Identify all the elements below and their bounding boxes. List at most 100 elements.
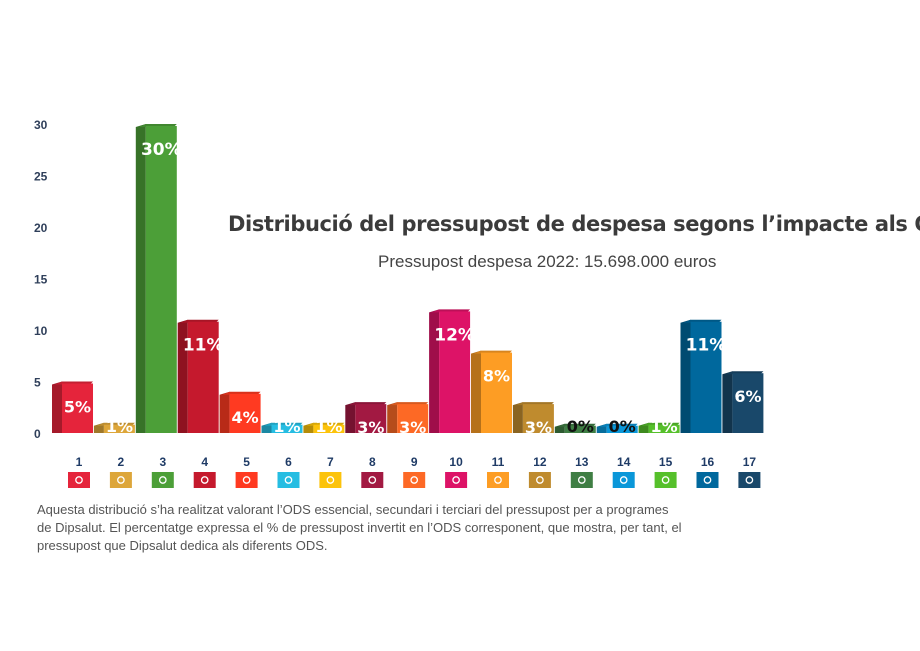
icon-glyph bbox=[242, 476, 251, 484]
bar-side bbox=[345, 402, 356, 433]
industry-innovation-icon bbox=[403, 472, 426, 488]
icon-glyph bbox=[410, 476, 419, 484]
x-tick-label: 7 bbox=[327, 455, 334, 469]
chart-subtitle: Pressupost despesa 2022: 15.698.000 euro… bbox=[378, 252, 717, 271]
icon-glyph bbox=[494, 476, 502, 484]
icon-glyph bbox=[661, 476, 670, 484]
bar bbox=[62, 383, 93, 433]
chart-title: Distribució del pressupost de despesa se… bbox=[228, 212, 920, 236]
gender-equality-icon bbox=[235, 472, 258, 488]
bar-side bbox=[471, 350, 481, 433]
bar-side bbox=[722, 371, 733, 433]
y-tick-label: 15 bbox=[34, 273, 48, 287]
bar-side bbox=[52, 381, 62, 433]
icon-glyph bbox=[158, 476, 167, 484]
x-tick-label: 5 bbox=[243, 455, 250, 469]
bar bbox=[229, 393, 261, 433]
y-tick-label: 30 bbox=[34, 118, 48, 132]
footnote-line: de Dipsalut. El percentatge expressa el … bbox=[37, 520, 682, 535]
clean-water-icon bbox=[277, 472, 300, 488]
bar-side bbox=[177, 319, 188, 433]
x-tick-label: 9 bbox=[411, 455, 418, 469]
x-tick-label: 11 bbox=[492, 455, 505, 469]
data-label: 11% bbox=[183, 336, 224, 356]
data-label: 12% bbox=[434, 325, 475, 345]
bar bbox=[313, 424, 345, 433]
data-label: 1% bbox=[651, 417, 678, 436]
x-tick-label: 15 bbox=[659, 455, 673, 469]
x-tick-label: 10 bbox=[449, 455, 463, 469]
icon-glyph bbox=[745, 476, 754, 484]
footnote-line: pressupost que Dipsalut dedica als difer… bbox=[37, 538, 328, 553]
icon-glyph bbox=[577, 476, 586, 484]
life-on-land-icon bbox=[654, 472, 677, 488]
bar-side bbox=[219, 391, 230, 433]
icon-glyph bbox=[452, 476, 460, 484]
bar bbox=[606, 425, 638, 433]
peace-justice-icon bbox=[696, 472, 719, 488]
zero-hunger-icon bbox=[109, 472, 132, 488]
decent-work-icon bbox=[361, 472, 384, 488]
x-tick-label: 12 bbox=[533, 455, 547, 469]
x-tick-label: 6 bbox=[285, 455, 292, 469]
x-tick-label: 1 bbox=[76, 455, 83, 469]
icon-glyph bbox=[284, 476, 293, 484]
bar-side bbox=[135, 124, 146, 433]
icon-glyph bbox=[619, 476, 628, 484]
y-tick-label: 20 bbox=[34, 221, 48, 235]
bar bbox=[564, 425, 596, 433]
data-label: 4% bbox=[232, 408, 259, 427]
icon-glyph bbox=[117, 476, 125, 484]
responsible-consumption-icon bbox=[528, 472, 551, 488]
data-label: 1% bbox=[106, 417, 133, 436]
data-label: 6% bbox=[734, 387, 761, 406]
x-tick-label: 14 bbox=[617, 455, 631, 469]
bar bbox=[187, 321, 219, 433]
icon-glyph bbox=[326, 476, 335, 484]
sustainable-cities-icon bbox=[487, 472, 509, 488]
bar bbox=[355, 404, 387, 433]
bar-side bbox=[387, 402, 398, 433]
clean-energy-icon bbox=[319, 472, 342, 488]
good-health-icon bbox=[151, 472, 174, 488]
x-tick-label: 2 bbox=[118, 455, 125, 469]
bar bbox=[690, 321, 722, 433]
data-label: 3% bbox=[525, 418, 552, 437]
footnote-line: Aquesta distribució s’ha realitzat valor… bbox=[37, 502, 669, 517]
data-label: 0% bbox=[567, 417, 594, 436]
data-label: 5% bbox=[64, 398, 91, 417]
y-tick-label: 5 bbox=[34, 376, 41, 390]
bar bbox=[732, 373, 764, 433]
life-below-water-icon bbox=[612, 472, 635, 488]
icon-glyph bbox=[368, 476, 377, 484]
bar-side bbox=[512, 402, 523, 433]
icon-glyph bbox=[200, 476, 209, 484]
data-label: 1% bbox=[315, 417, 342, 436]
quality-education-icon bbox=[193, 472, 216, 488]
data-label: 8% bbox=[483, 367, 510, 386]
reduced-inequalities-icon bbox=[445, 472, 468, 488]
bar bbox=[522, 404, 554, 433]
x-tick-label: 16 bbox=[701, 455, 715, 469]
x-tick-label: 17 bbox=[743, 455, 757, 469]
footnote: Aquesta distribució s’ha realitzat valor… bbox=[37, 501, 797, 555]
data-label: 11% bbox=[686, 336, 727, 356]
partnerships-icon bbox=[738, 472, 761, 488]
bar bbox=[271, 424, 303, 433]
data-label: 1% bbox=[273, 417, 300, 436]
bar bbox=[648, 424, 680, 433]
icon-glyph bbox=[703, 476, 712, 484]
y-tick-label: 25 bbox=[34, 170, 48, 184]
y-tick-label: 0 bbox=[34, 427, 41, 441]
x-tick-label: 3 bbox=[159, 455, 166, 469]
bar-side bbox=[429, 309, 440, 433]
y-tick-label: 10 bbox=[34, 324, 48, 338]
data-label: 30% bbox=[141, 140, 182, 160]
data-label: 3% bbox=[357, 418, 384, 437]
icon-glyph bbox=[75, 476, 83, 484]
bar bbox=[439, 311, 471, 433]
x-tick-label: 8 bbox=[369, 455, 376, 469]
no-poverty-icon bbox=[68, 472, 90, 488]
bar-side bbox=[680, 319, 691, 433]
